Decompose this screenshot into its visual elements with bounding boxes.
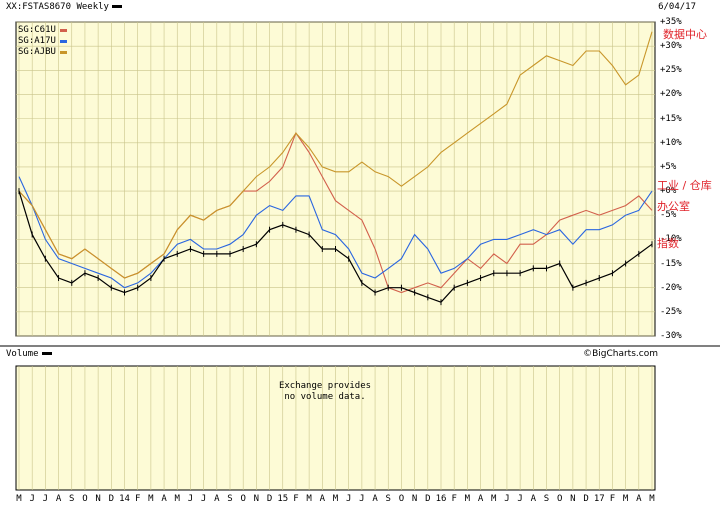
series-line-sgajbu: [18, 31, 653, 279]
y-tick-label: +10%: [660, 137, 682, 148]
no-volume-message: Exchange provides no volume data.: [278, 381, 372, 402]
y-tick-label: -15%: [660, 258, 682, 269]
x-tick-label: A: [214, 494, 220, 504]
x-tick-label: F: [293, 494, 299, 504]
legend-item-c61u: SG:C61U: [18, 25, 67, 36]
y-tick-label: -10%: [660, 234, 682, 245]
x-tick-label: J: [345, 494, 352, 504]
x-tick-label: S: [385, 494, 391, 504]
x-tick-label: D: [266, 494, 273, 504]
x-tick-label: J: [200, 494, 207, 504]
x-tick-label: S: [227, 494, 233, 504]
dash-icon: [41, 352, 52, 355]
x-tick-label: S: [543, 494, 550, 504]
x-tick-label: O: [82, 494, 88, 504]
x-tick-label: J: [187, 494, 194, 504]
annotation-office: 办公室: [657, 200, 690, 213]
x-tick-label: F: [451, 494, 457, 504]
x-tick-label: N: [253, 494, 260, 504]
x-tick-label: M: [464, 494, 471, 504]
y-tick-label: +30%: [660, 41, 682, 52]
legend-swatch: [59, 40, 67, 43]
x-tick-label: F: [134, 494, 141, 504]
y-tick-label: -20%: [660, 282, 682, 293]
legend-item-a17u: SG:A17U: [18, 36, 67, 47]
x-tick-label: D: [583, 494, 589, 504]
x-tick-label: M: [491, 494, 497, 504]
y-tick-label: +35%: [660, 17, 682, 27]
x-tick-label: M: [148, 494, 154, 504]
y-tick-label: -5%: [660, 210, 677, 221]
chart-symbol-title: XX:FSTAS8670 Weekly: [6, 2, 122, 13]
annotation-data-center: 数据中心: [663, 28, 707, 41]
x-tick-label: M: [649, 494, 655, 504]
x-tick-label: O: [556, 494, 563, 504]
x-tick-label: A: [161, 494, 167, 504]
x-tick-label: J: [29, 494, 35, 504]
bigcharts-watermark: ©BigCharts.com: [583, 349, 658, 359]
x-tick-label: N: [411, 494, 418, 504]
y-tick-label: +0%: [660, 186, 677, 197]
series-line-sga17u: [18, 176, 653, 289]
x-tick-label: A: [477, 494, 484, 504]
y-tick-label: -30%: [660, 331, 682, 341]
x-tick-label: A: [636, 494, 642, 504]
y-tick-label: +25%: [660, 65, 682, 76]
x-tick-label: J: [359, 494, 365, 504]
price-grid: [16, 21, 655, 337]
x-tick-label: M: [306, 494, 312, 504]
x-tick-label: A: [372, 494, 378, 504]
volume-title: Volume: [6, 349, 52, 359]
x-tick-label: M: [174, 494, 180, 504]
annotation-group: 数据中心 工业 / 仓库 办公室 指数: [655, 22, 717, 252]
x-tick-label: O: [398, 494, 405, 504]
price-lines: [18, 31, 653, 306]
x-tick-label: D: [425, 494, 431, 504]
x-tick-label: M: [332, 494, 339, 504]
x-tick-label: M: [16, 494, 22, 504]
x-tick-label: D: [108, 494, 115, 504]
y-tick-label: +5%: [660, 161, 677, 172]
annotation-industrial: 工业 / 仓库: [657, 179, 712, 192]
x-tick-label: A: [55, 494, 62, 504]
x-tick-label: J: [504, 494, 510, 504]
x-tick-label: M: [622, 494, 629, 504]
y-tick-label: +20%: [660, 89, 682, 100]
legend-item-ajbu: SG:AJBU: [18, 47, 67, 58]
x-tick-label: N: [570, 494, 576, 504]
y-tick-label: +15%: [660, 113, 682, 124]
annotation-index: 指数: [657, 237, 679, 250]
legend-swatch: [59, 51, 67, 54]
legend-swatch: [59, 29, 67, 32]
x-tick-label: N: [95, 494, 101, 504]
x-tick-label: O: [240, 494, 246, 504]
x-tick-label: 17: [593, 494, 605, 504]
x-tick-label: J: [517, 494, 523, 504]
x-tick-label: 15: [277, 494, 289, 504]
x-tick-label: A: [319, 494, 326, 504]
x-tick-label: 16: [435, 494, 447, 504]
chart-legend: SG:C61U SG:A17U SG:AJBU: [18, 25, 67, 58]
x-tick-label: F: [609, 494, 616, 504]
volume-grid: [18, 366, 653, 490]
x-tick-label: A: [530, 494, 537, 504]
x-tick-label: S: [69, 494, 75, 504]
chart-date: 6/04/17: [658, 2, 696, 12]
x-tick-label: 14: [119, 494, 130, 504]
x-tick-label: J: [42, 494, 49, 504]
dash-icon: [111, 5, 122, 8]
y-tick-label: -25%: [660, 306, 682, 317]
